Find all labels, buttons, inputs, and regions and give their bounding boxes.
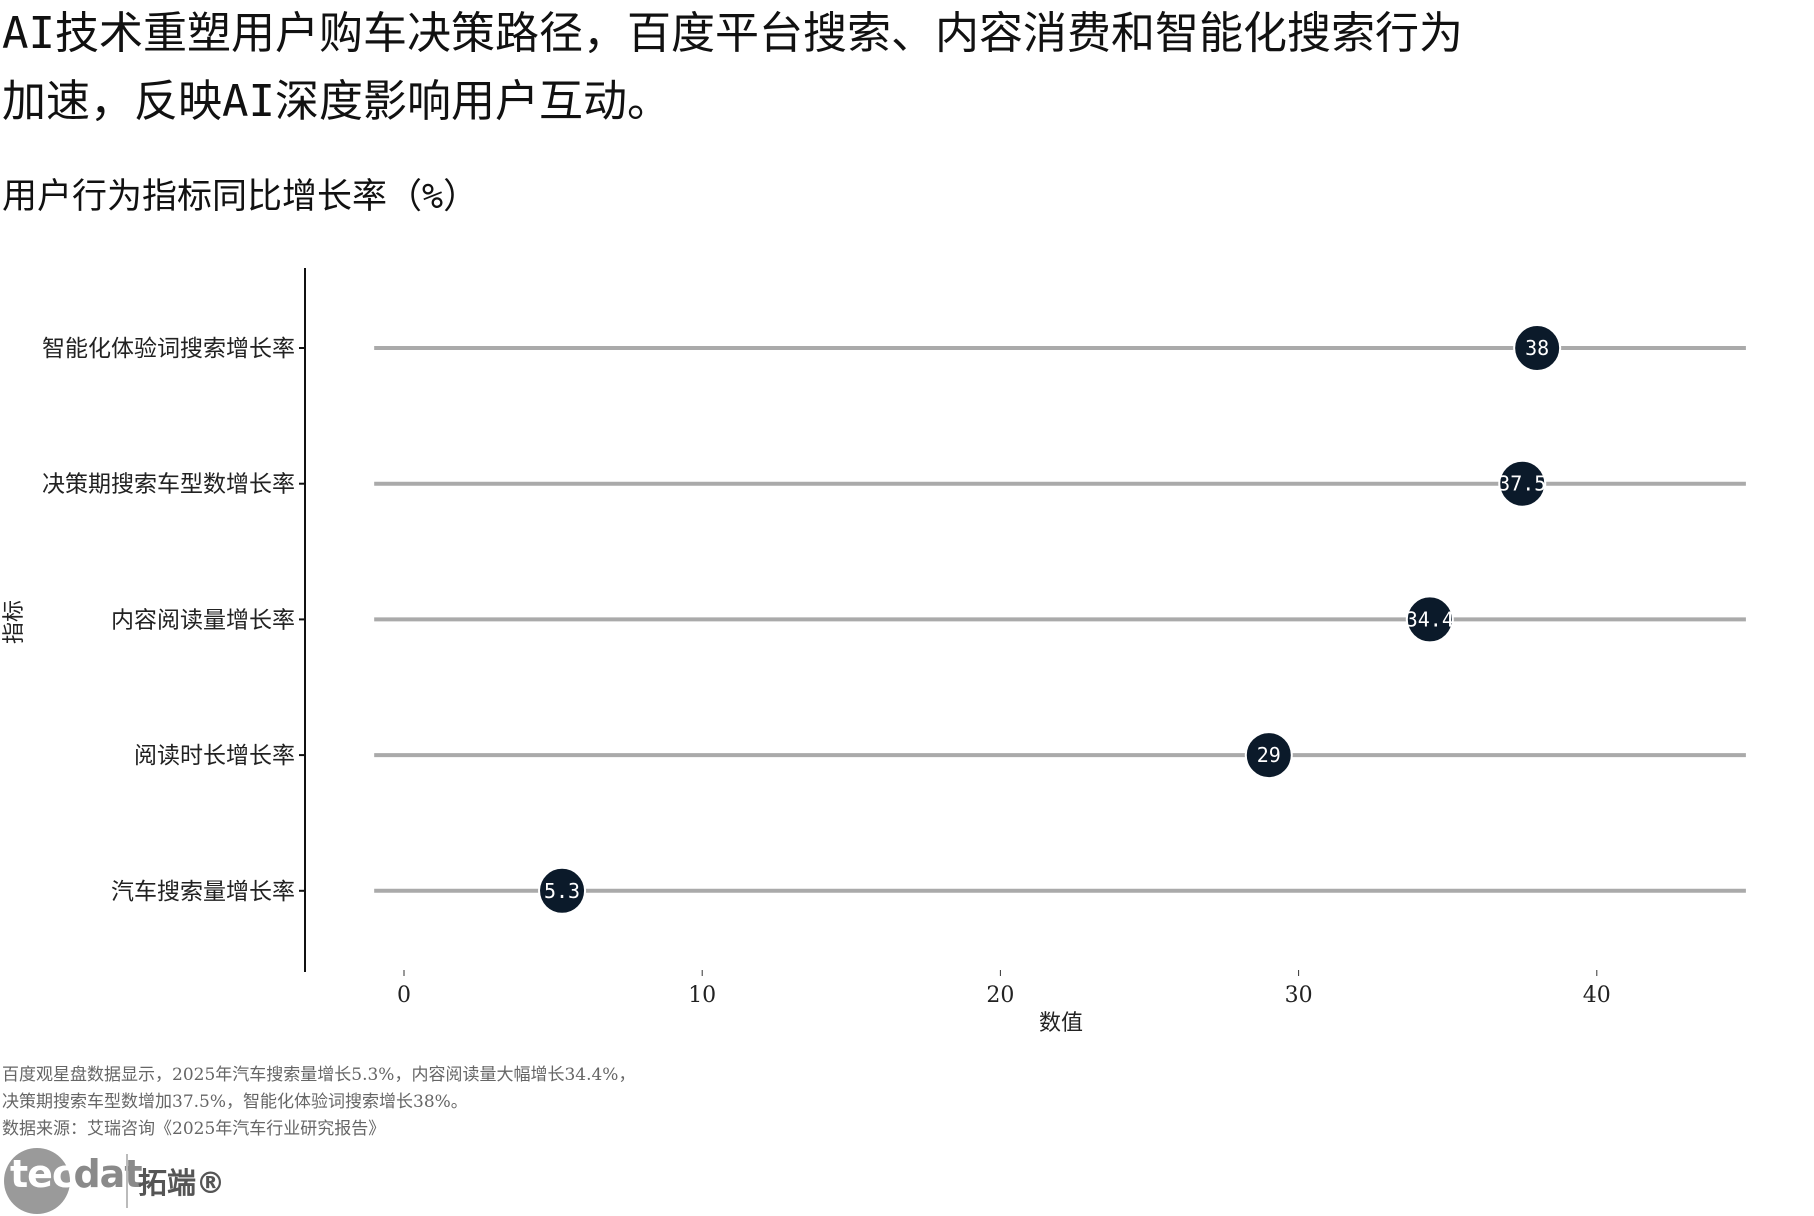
chart-row: 汽车搜索量增长率 5.3 bbox=[111, 866, 1746, 915]
chart-row: 内容阅读量增长率 34.4 bbox=[111, 595, 1746, 644]
logo-word-b: dat bbox=[73, 1152, 142, 1196]
category-label: 决策期搜索车型数增长率 bbox=[42, 472, 295, 498]
x-tick-label: 10 bbox=[688, 983, 716, 1008]
data-point bbox=[538, 866, 587, 915]
tecdat-logo: tecdat 拓端® bbox=[4, 1144, 234, 1216]
chart-row: 阅读时长增长率 29 bbox=[134, 731, 1746, 780]
x-tick-label: 20 bbox=[986, 983, 1014, 1008]
x-tick-label: 30 bbox=[1285, 983, 1313, 1008]
chart-rows: 智能化体验词搜索增长率 38 决策期搜索车型数增长率 37.5 内容阅读量增长率 34.4… bbox=[42, 324, 1746, 915]
data-point bbox=[1513, 324, 1562, 372]
chart-subtitle: 用户行为指标同比增长率（%） bbox=[2, 177, 479, 217]
logo-chinese-name: 拓端® bbox=[138, 1166, 226, 1200]
footnote-line-2: 决策期搜索车型数增加37.5%，智能化体验词搜索增长38%。 bbox=[2, 1092, 468, 1112]
x-axis-ticks: 0 10 20 30 40 bbox=[397, 970, 1611, 1008]
logo-separator bbox=[126, 1154, 128, 1208]
x-tick-label: 0 bbox=[397, 983, 411, 1008]
data-label: 5.3 bbox=[544, 879, 580, 903]
x-axis-title: 数值 bbox=[1039, 1011, 1083, 1036]
x-tick-label: 40 bbox=[1583, 983, 1611, 1008]
data-label: 29 bbox=[1257, 743, 1281, 767]
logo-wordmark: tecdat bbox=[10, 1152, 142, 1196]
data-label: 38 bbox=[1525, 336, 1549, 360]
y-axis-title: 指标 bbox=[2, 600, 27, 644]
category-label: 汽车搜索量增长率 bbox=[111, 879, 295, 905]
logo-circle bbox=[4, 1148, 70, 1214]
chart-row: 智能化体验词搜索增长率 38 bbox=[42, 324, 1746, 372]
category-label: 阅读时长增长率 bbox=[134, 743, 295, 769]
category-label: 智能化体验词搜索增长率 bbox=[42, 336, 295, 362]
data-point bbox=[1405, 595, 1454, 644]
headline-line-1: AI技术重塑用户购车决策路径，百度平台搜索、内容消费和智能化搜索行为 bbox=[2, 8, 1463, 59]
data-label: 37.5 bbox=[1498, 472, 1546, 496]
data-point bbox=[1498, 459, 1547, 508]
source-note: 数据来源：艾瑞咨询《2025年汽车行业研究报告》 bbox=[2, 1119, 386, 1139]
headline-line-2: 加速，反映AI深度影响用户互动。 bbox=[2, 76, 671, 127]
dot-chart: 智能化体验词搜索增长率 38 决策期搜索车型数增长率 37.5 内容阅读量增长率 34.4… bbox=[2, 268, 1746, 1036]
data-label: 34.4 bbox=[1406, 607, 1454, 631]
logo-word-a: tec bbox=[10, 1152, 74, 1196]
category-label: 内容阅读量增长率 bbox=[111, 607, 295, 633]
chart-row: 决策期搜索车型数增长率 37.5 bbox=[42, 459, 1746, 508]
chart-headline: AI技术重塑用户购车决策路径，百度平台搜索、内容消费和智能化搜索行为 加速，反映… bbox=[2, 0, 1622, 136]
data-point bbox=[1244, 731, 1293, 780]
footnote-line-1: 百度观星盘数据显示，2025年汽车搜索量增长5.3%，内容阅读量大幅增长34.4… bbox=[2, 1065, 636, 1085]
